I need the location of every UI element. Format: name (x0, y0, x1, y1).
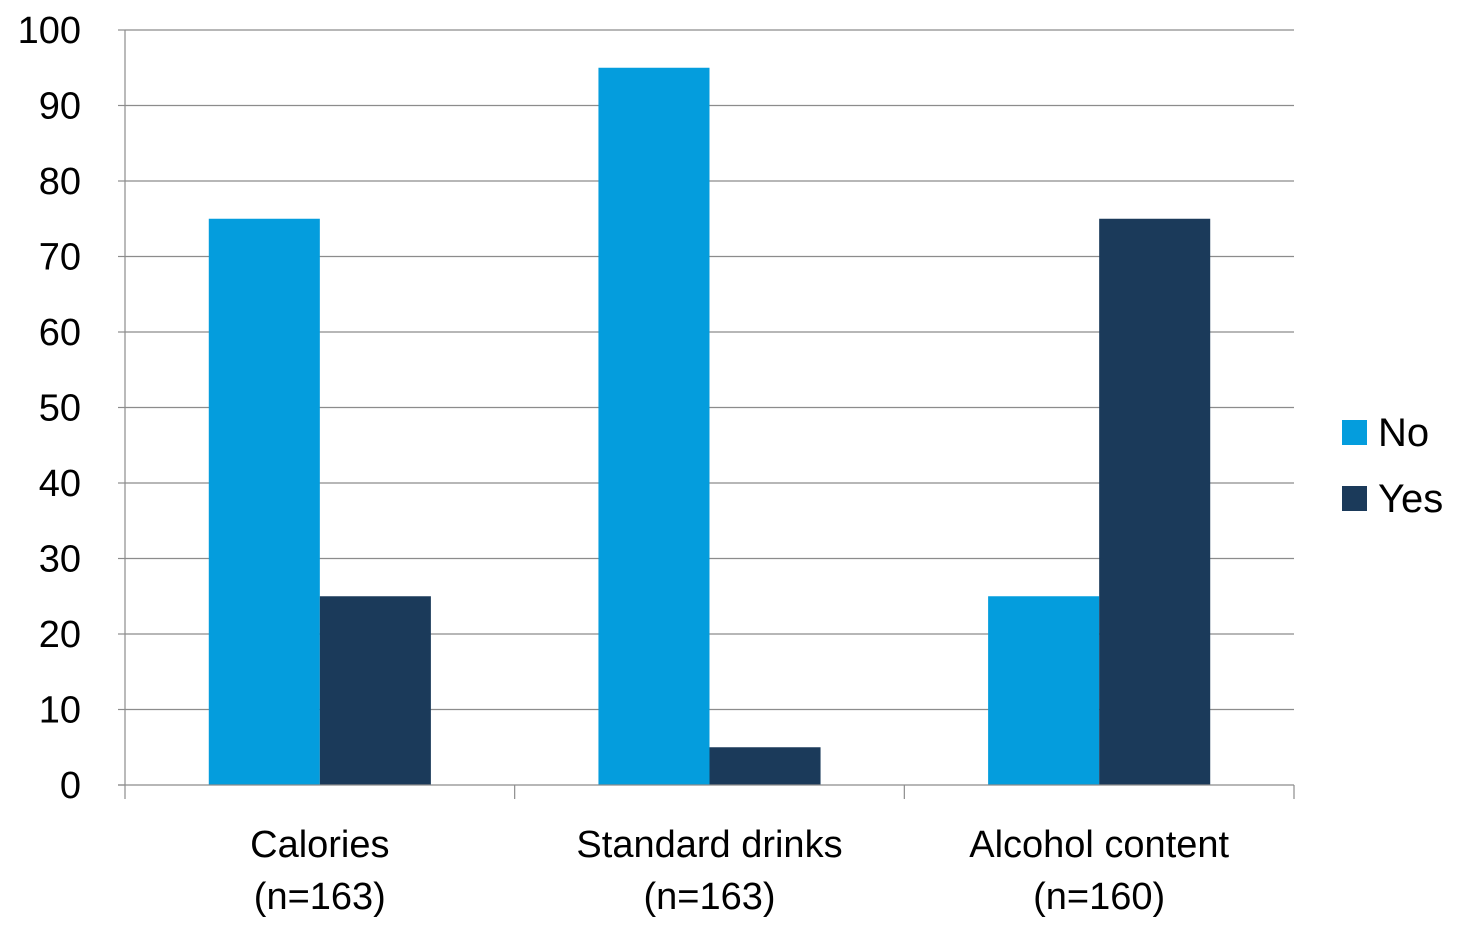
y-tick-label: 90 (39, 86, 81, 128)
bar-no-1 (598, 67, 710, 785)
bar-no-2 (988, 596, 1100, 785)
legend-swatch-yes (1342, 486, 1367, 511)
axes (118, 29, 1295, 799)
x-category-label: Calories (n=163) (250, 824, 389, 918)
y-tick-label: 60 (39, 312, 81, 354)
y-tick-label: 100 (18, 10, 81, 52)
x-category-label: Standard drinks (n=163) (576, 824, 842, 918)
y-tick-label: 40 (39, 463, 81, 505)
labels: 0 10 20 30 40 50 60 70 80 90 100 Calories (n=163) Sta… (18, 10, 1230, 918)
legend-swatch-no (1342, 420, 1367, 445)
y-tick-label: 30 (39, 539, 81, 581)
legend: No Yes (1342, 411, 1443, 521)
y-tick-label: 20 (39, 614, 81, 656)
bar-yes-0 (319, 596, 431, 785)
bar-yes-2 (1099, 218, 1211, 785)
y-tick-label: 80 (39, 161, 81, 203)
legend-label-yes: Yes (1378, 477, 1443, 521)
legend-label-no: No (1378, 411, 1429, 455)
bars (208, 67, 1211, 785)
y-tick-label: 70 (39, 237, 81, 279)
x-category-label: Alcohol content (n=160) (969, 824, 1229, 918)
bar-yes-1 (709, 747, 821, 785)
y-tick-label: 50 (39, 388, 81, 430)
bar-no-0 (208, 218, 320, 785)
y-tick-label: 0 (60, 765, 81, 807)
y-tick-label: 10 (39, 690, 81, 732)
